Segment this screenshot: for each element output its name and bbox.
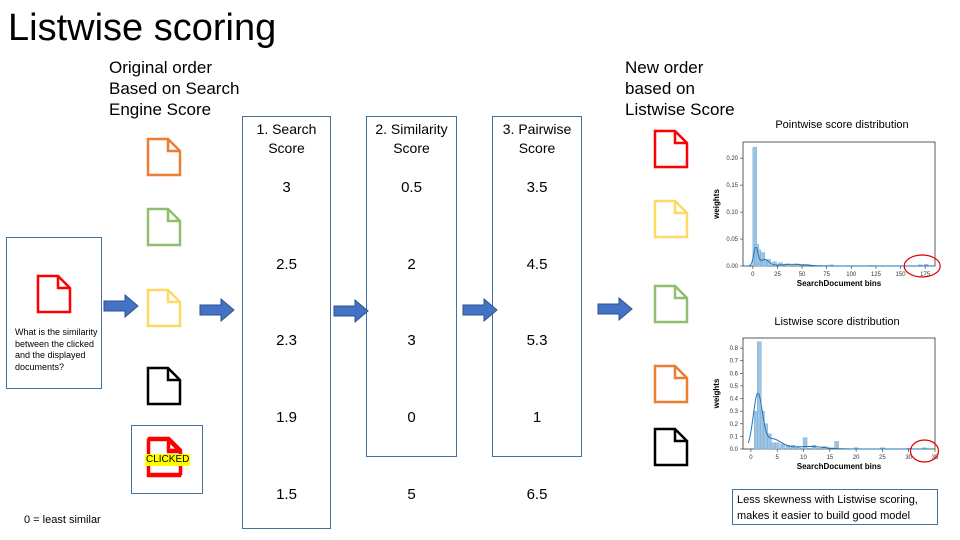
score-value: 1.9 xyxy=(276,409,297,426)
x-tick-label: 50 xyxy=(799,272,806,278)
arrow-icon xyxy=(462,298,498,322)
y-tick-label: 0.4 xyxy=(730,397,739,403)
score-value: 4.5 xyxy=(526,256,548,273)
x-tick-label: 0 xyxy=(749,455,753,461)
document-icon-original-2 xyxy=(146,207,182,247)
x-tick-label: 150 xyxy=(896,272,907,278)
x-axis-label: SearchDocument bins xyxy=(797,279,882,288)
arrow-icon xyxy=(597,297,633,321)
x-tick-label: 125 xyxy=(871,272,882,278)
column-header: 2. Similarity Score xyxy=(375,121,448,156)
y-axis-label: weights xyxy=(712,378,721,409)
document-icon-new-4 xyxy=(653,364,689,404)
page-title: Listwise scoring xyxy=(8,7,277,49)
document-icon-new-1 xyxy=(653,129,689,169)
x-tick-label: 15 xyxy=(826,455,833,461)
histogram-bar xyxy=(774,442,780,450)
chart-title-listwise: Listwise score distribution xyxy=(774,316,900,328)
y-tick-label: 0.05 xyxy=(726,237,738,243)
score-value: 3.5 xyxy=(526,179,548,196)
tail-highlight-circle xyxy=(903,254,941,278)
x-tick-label: 10 xyxy=(800,455,807,461)
y-tick-label: 0.0 xyxy=(730,447,739,453)
x-tick-label: 25 xyxy=(879,455,886,461)
score-value: 1.5 xyxy=(276,486,297,503)
conclusion-box: Less skewness with Listwise scoring, mak… xyxy=(732,489,938,525)
document-icon-new-5 xyxy=(653,427,689,467)
histogram-bar xyxy=(763,423,768,450)
plot-frame xyxy=(742,337,936,450)
query-text: What is the similarity between the click… xyxy=(15,327,98,372)
clicked-doc-box: CLICKED xyxy=(131,425,203,494)
y-tick-label: 0.6 xyxy=(730,371,739,377)
score-value: 2.3 xyxy=(276,332,297,349)
histogram-bar xyxy=(762,260,767,267)
x-tick-label: 75 xyxy=(823,272,830,278)
histogram-bar xyxy=(767,433,772,450)
score-value: 5.3 xyxy=(526,332,548,349)
document-icon-original-4 xyxy=(146,366,182,406)
y-tick-label: 0.1 xyxy=(730,434,739,440)
density-curve xyxy=(747,392,930,450)
y-tick-label: 0.2 xyxy=(730,422,739,428)
histogram-bar xyxy=(770,442,776,450)
histogram-bar xyxy=(780,443,785,450)
score-value: 1 xyxy=(532,409,542,426)
plot-frame xyxy=(742,141,936,267)
x-tick-label: 5 xyxy=(776,455,780,461)
tail-highlight-circle xyxy=(909,439,940,463)
clicked-label: CLICKED xyxy=(145,454,191,466)
x-tick-label: 175 xyxy=(920,272,931,278)
document-icon-original-1 xyxy=(146,137,182,177)
column-header: 1. Search Score xyxy=(256,121,317,156)
document-icon-query xyxy=(36,274,72,314)
arrow-icon xyxy=(103,294,139,318)
score-value: 6.5 xyxy=(526,486,548,503)
y-tick-label: 0.8 xyxy=(730,346,739,352)
score-column-1: 1. Search Score 3 2.5 2.3 1.9 1.5 xyxy=(242,116,331,529)
arrow-icon xyxy=(199,298,235,322)
chart-title-pointwise: Pointwise score distribution xyxy=(775,119,909,131)
score-value: 3 xyxy=(282,179,291,196)
document-icon-new-3 xyxy=(653,284,689,324)
score-column-2: 2. Similarity Score 0.5 2 3 0 5 xyxy=(366,116,457,503)
query-box: What is the similarity between the click… xyxy=(6,237,102,389)
score-value: 2 xyxy=(407,256,416,273)
y-axis-label: weights xyxy=(712,189,721,220)
y-tick-label: 0.7 xyxy=(730,359,739,365)
x-tick-label: 0 xyxy=(751,272,755,278)
histogram-bar xyxy=(834,441,839,450)
y-tick-label: 0.3 xyxy=(730,409,739,415)
x-tick-label: 20 xyxy=(853,455,860,461)
y-tick-label: 0.15 xyxy=(726,183,738,189)
score-value: 5 xyxy=(407,486,416,503)
x-axis-label: SearchDocument bins xyxy=(797,462,882,471)
y-tick-label: 0.00 xyxy=(726,264,738,270)
score-value: 2.5 xyxy=(276,256,297,273)
score-column-3: 3. Pairwise Score 3.5 4.5 5.3 1 6.5 xyxy=(492,116,582,503)
pointwise-chart: 0 25 50 75 100 125 150 175 0.00 0.05 0.10 0.15 0.20 S… xyxy=(712,141,941,288)
x-tick-label: 30 xyxy=(905,455,912,461)
score-value: 0 xyxy=(407,409,416,426)
column-header: 3. Pairwise Score xyxy=(502,121,572,156)
score-value: 3 xyxy=(407,332,416,349)
similarity-note: 0 = least similar xyxy=(24,514,101,526)
new-order-header: New order based on Listwise Score xyxy=(625,58,735,119)
density-curve xyxy=(744,246,934,267)
y-tick-label: 0.20 xyxy=(726,156,738,162)
x-tick-label: 100 xyxy=(846,272,857,278)
score-value: 0.5 xyxy=(401,179,422,196)
histogram-bar xyxy=(802,437,808,450)
x-tick-label: 25 xyxy=(774,272,781,278)
y-tick-label: 0.5 xyxy=(730,384,739,390)
document-icon-original-3 xyxy=(146,288,182,328)
arrow-icon xyxy=(333,299,369,323)
listwise-chart: 0 5 10 15 20 25 30 350.00.10.20.30.40.50.60.70.… xyxy=(712,337,940,471)
document-icon-new-2 xyxy=(653,199,689,239)
y-tick-label: 0.10 xyxy=(726,210,738,216)
original-order-header: Original order Based on Search Engine Sc… xyxy=(109,58,240,119)
